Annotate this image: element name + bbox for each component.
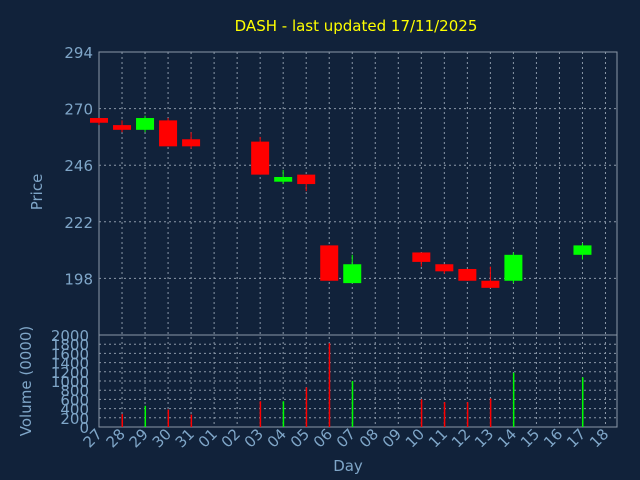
candle-body xyxy=(274,176,293,182)
volume-tick-label: 600 xyxy=(60,391,89,409)
volume-bar xyxy=(512,372,515,427)
candle-body xyxy=(573,245,592,255)
price-tick-label: 198 xyxy=(64,270,93,288)
volume-tick-label: 1000 xyxy=(51,373,89,391)
volume-bar xyxy=(167,409,170,427)
volume-bar xyxy=(282,401,285,427)
candle-body xyxy=(297,174,316,185)
volume-tick-label: 1800 xyxy=(51,336,89,354)
volume-tick-label: 200 xyxy=(60,410,89,428)
volume-bar xyxy=(581,377,584,427)
candle-body xyxy=(435,264,454,272)
candle-body xyxy=(113,125,132,130)
volume-bar xyxy=(443,402,446,427)
volume-tick-label: 1200 xyxy=(51,364,89,382)
candle-body xyxy=(90,118,108,123)
candle-body xyxy=(343,264,362,284)
volume-plot-frame xyxy=(98,334,618,428)
candle-body xyxy=(320,245,339,281)
price-tick-label: 294 xyxy=(64,44,93,62)
volume-tick-label: 0 xyxy=(79,419,89,437)
x-tick-label: 18 xyxy=(586,425,612,451)
chart-layer: 198 222 246 270 294 0200400600800100012001400… xyxy=(51,44,618,451)
volume-bar xyxy=(351,381,354,427)
volume-tick-label: 2000 xyxy=(51,327,89,345)
volume-bar xyxy=(259,401,262,427)
candle-body xyxy=(458,268,477,281)
candle-body xyxy=(504,254,523,281)
volume-bar xyxy=(420,399,423,427)
volume-bar xyxy=(305,387,308,427)
price-tick-label: 246 xyxy=(64,157,93,175)
candle-body xyxy=(251,141,270,175)
candle-body xyxy=(412,252,431,262)
volume-bar xyxy=(121,414,124,427)
volume-bar xyxy=(190,414,193,427)
chart-title: DASH - last updated 17/11/2025 xyxy=(235,17,478,35)
volume-bar xyxy=(489,398,492,427)
price-axis-label: Price xyxy=(28,174,46,211)
volume-tick-label: 400 xyxy=(60,401,89,419)
x-axis-label: Day xyxy=(333,457,363,475)
candle-body xyxy=(136,118,155,130)
volume-tick-label: 1400 xyxy=(51,355,89,373)
volume-tick-label: 1600 xyxy=(51,345,89,363)
price-tick-label: 270 xyxy=(64,101,93,119)
candle-body xyxy=(182,139,201,147)
volume-bar xyxy=(466,402,469,427)
volume-bar xyxy=(328,343,331,427)
candle-body xyxy=(159,120,178,147)
candle-body xyxy=(481,280,500,288)
price-tick-label: 222 xyxy=(64,214,93,232)
volume-tick-label: 800 xyxy=(60,382,89,400)
price-plot-frame xyxy=(98,51,618,336)
volume-axis-label: Volume (0000) xyxy=(17,326,35,436)
volume-bar xyxy=(144,405,147,427)
